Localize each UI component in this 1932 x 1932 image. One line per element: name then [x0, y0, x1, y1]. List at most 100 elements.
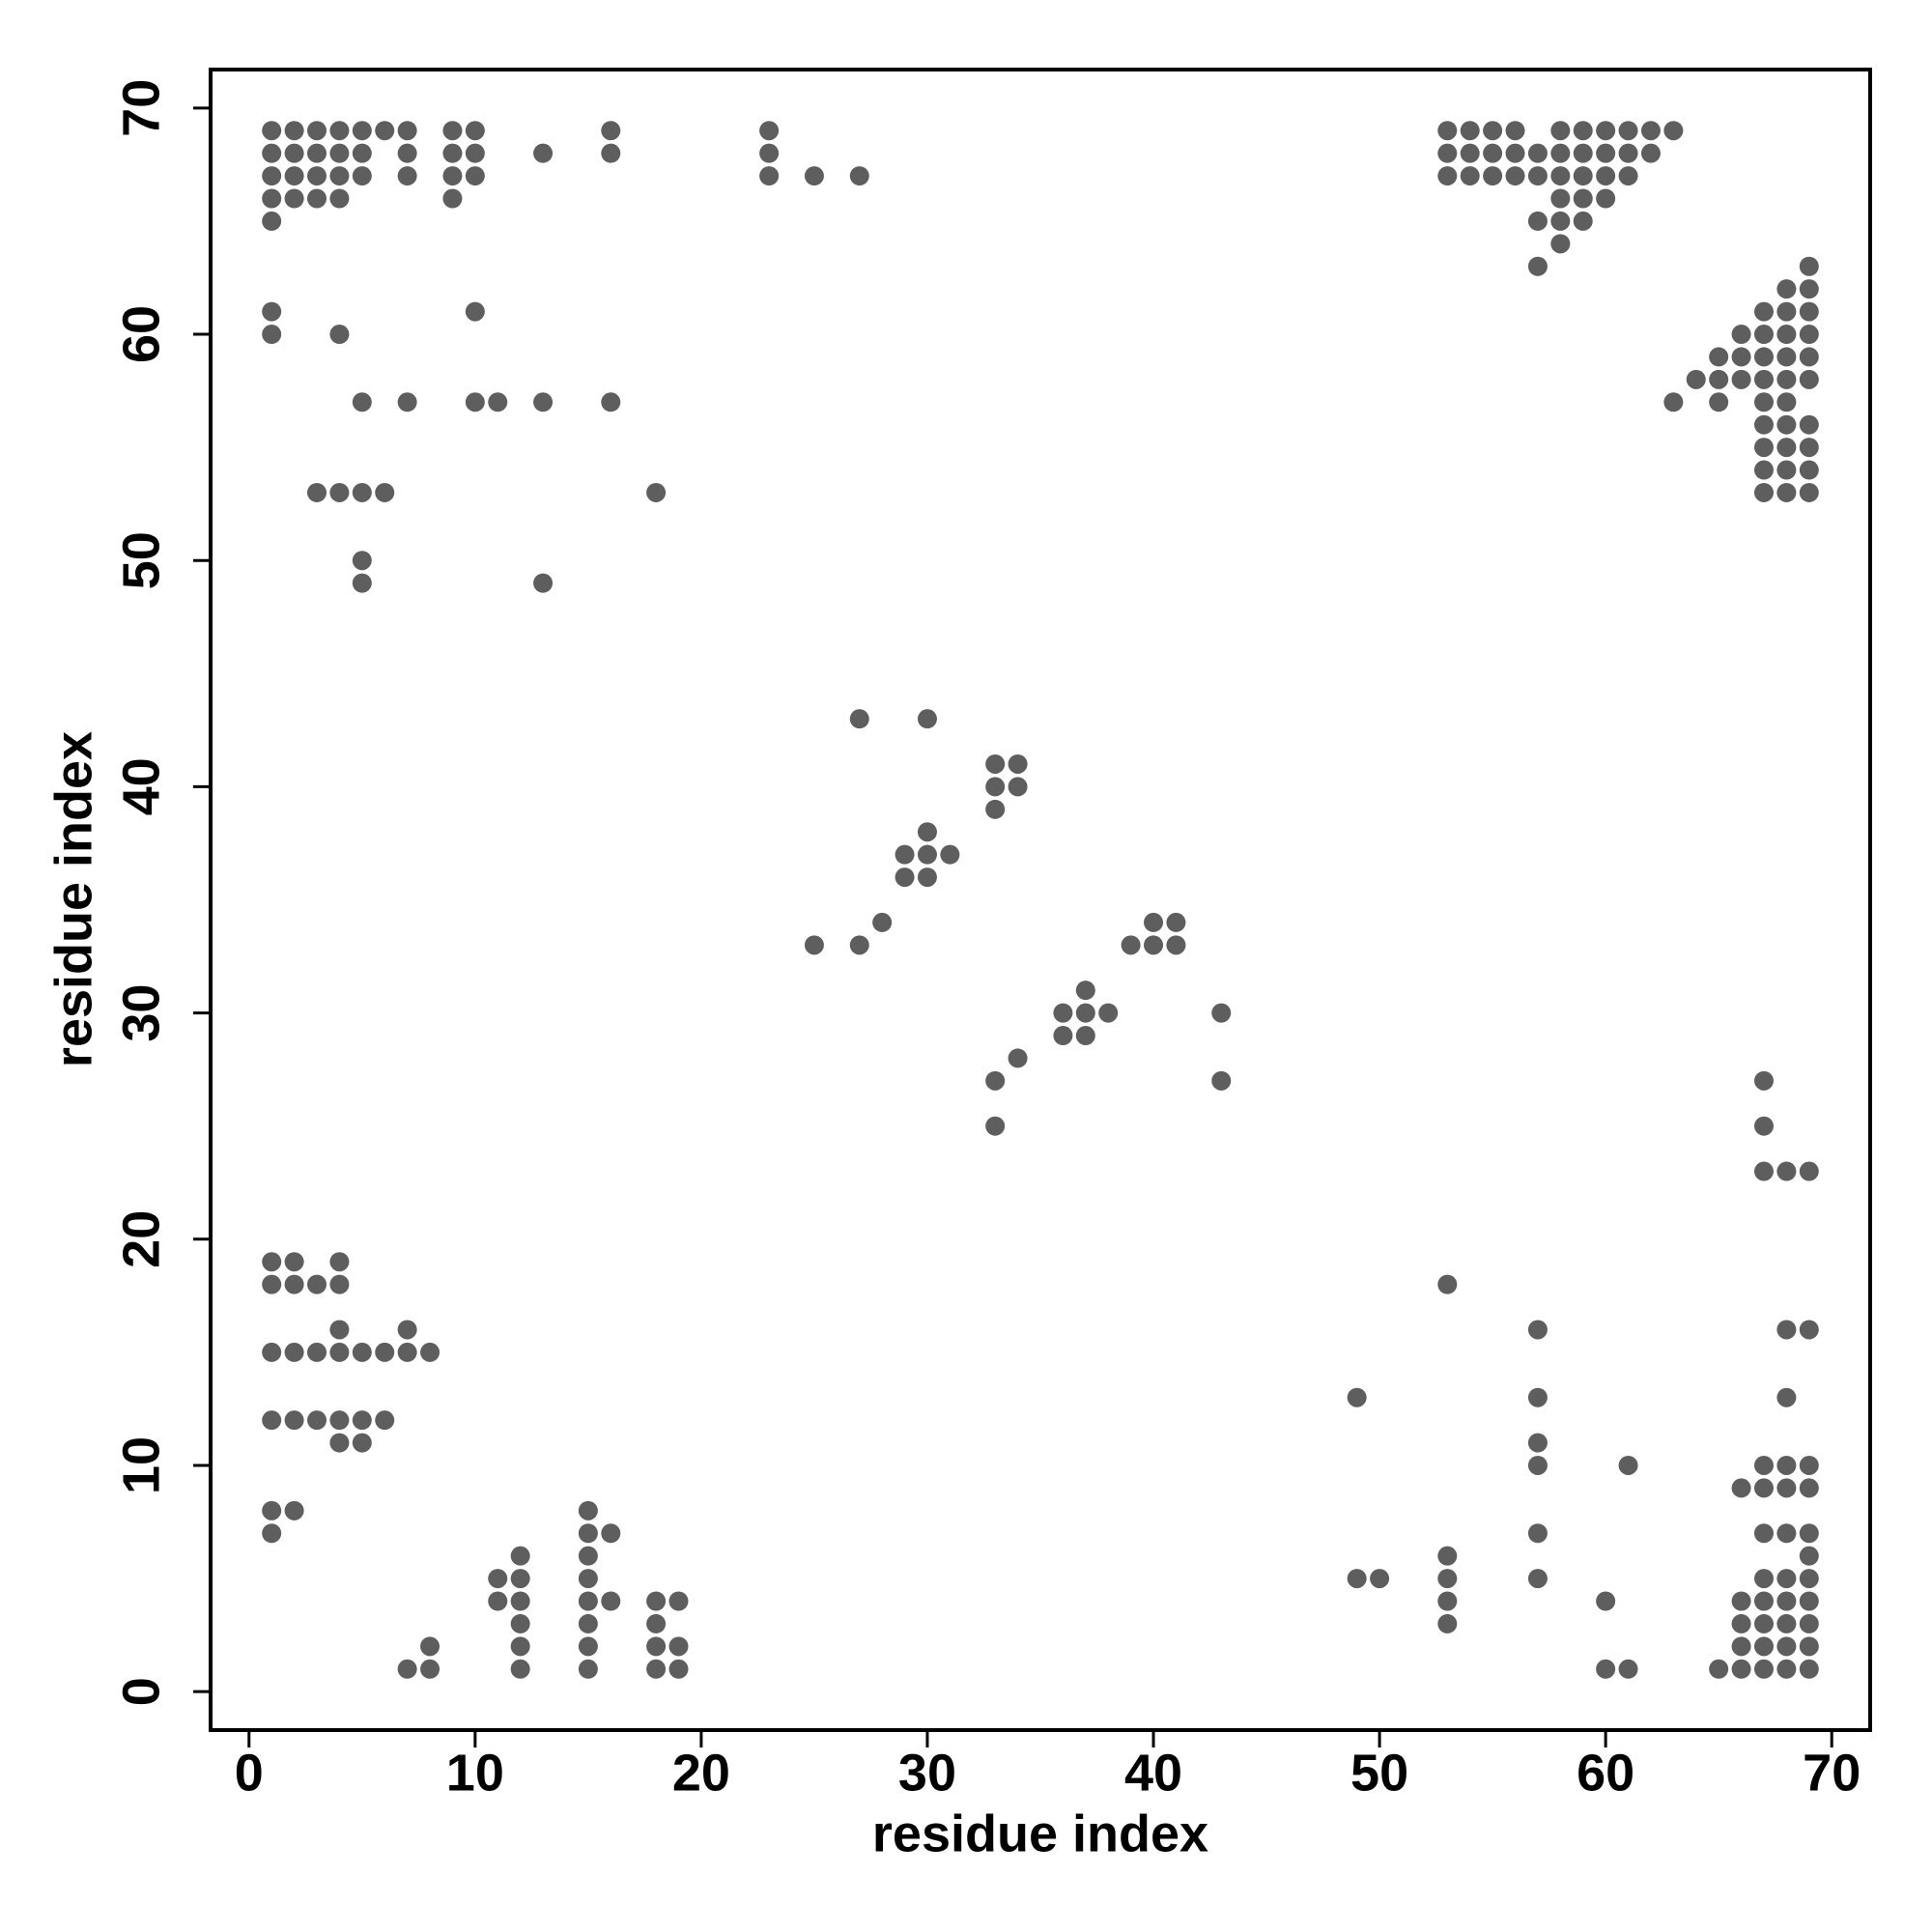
point [1753, 301, 1774, 322]
point [262, 301, 282, 322]
point [1437, 166, 1458, 186]
point [307, 1342, 327, 1362]
point [1437, 1546, 1458, 1566]
point [1776, 1591, 1797, 1611]
point [307, 1410, 327, 1431]
point [329, 166, 350, 186]
point [1709, 369, 1729, 389]
point [985, 777, 1006, 797]
point [510, 1636, 530, 1657]
point [510, 1546, 530, 1566]
point [1527, 211, 1548, 231]
point [329, 121, 350, 141]
point [262, 1410, 282, 1431]
point [1753, 414, 1774, 435]
point [352, 551, 372, 571]
point [1753, 1523, 1774, 1544]
point [1709, 392, 1729, 412]
point [849, 709, 869, 729]
point [1663, 392, 1684, 412]
point [1776, 414, 1797, 435]
point [917, 867, 937, 888]
point [1460, 166, 1480, 186]
point [1753, 347, 1774, 367]
point [1753, 1455, 1774, 1475]
point [1550, 234, 1571, 254]
point [1166, 935, 1186, 955]
point [578, 1500, 598, 1520]
point [1776, 438, 1797, 458]
point [329, 1274, 350, 1294]
point [1753, 438, 1774, 458]
point [1731, 1613, 1751, 1634]
point [352, 1342, 372, 1362]
point [1799, 414, 1819, 435]
point [601, 1523, 621, 1544]
point [1776, 1613, 1797, 1634]
point [352, 166, 372, 186]
point [352, 121, 372, 141]
point [1618, 1455, 1638, 1475]
point [1753, 369, 1774, 389]
point [1596, 121, 1616, 141]
point [804, 166, 824, 186]
point [1776, 1523, 1797, 1544]
point [442, 121, 463, 141]
point [533, 392, 554, 412]
point [1799, 1591, 1819, 1611]
point [668, 1659, 689, 1679]
point [985, 1070, 1006, 1091]
y-axis-title: residue index [44, 731, 102, 1067]
point [352, 143, 372, 163]
point [1596, 166, 1616, 186]
x-axis-title: residue index [872, 1804, 1208, 1862]
point [397, 1659, 417, 1679]
point [578, 1569, 598, 1589]
y-tick-label: 50 [112, 531, 170, 589]
point [465, 392, 485, 412]
point [1483, 166, 1503, 186]
x-tick-label: 10 [446, 1744, 504, 1802]
point [420, 1342, 440, 1362]
point [1527, 1387, 1548, 1407]
point [533, 143, 554, 163]
point [284, 188, 304, 209]
point [1731, 1636, 1751, 1657]
point [1799, 256, 1819, 276]
point [329, 1342, 350, 1362]
y-tick-label: 60 [112, 305, 170, 363]
point [1709, 1659, 1729, 1679]
point [1753, 1161, 1774, 1181]
point [601, 143, 621, 163]
point [465, 121, 485, 141]
point [1437, 1591, 1458, 1611]
point [1776, 1478, 1797, 1498]
point [1776, 460, 1797, 480]
point [1370, 1569, 1390, 1589]
y-tick-label: 0 [112, 1677, 170, 1706]
point [1596, 1591, 1616, 1611]
point [1709, 347, 1729, 367]
point [1640, 143, 1661, 163]
point [1776, 1387, 1797, 1407]
point [397, 166, 417, 186]
point [307, 188, 327, 209]
point [262, 325, 282, 345]
point [1799, 1613, 1819, 1634]
point [510, 1591, 530, 1611]
point [442, 143, 463, 163]
point [352, 1410, 372, 1431]
point [1776, 1659, 1797, 1679]
point [601, 1591, 621, 1611]
point [1753, 1478, 1774, 1498]
point [1483, 143, 1503, 163]
point [1550, 121, 1571, 141]
point [284, 1252, 304, 1272]
point [375, 1342, 395, 1362]
point [375, 1410, 395, 1431]
point [1075, 1003, 1095, 1023]
x-tick-label: 40 [1124, 1744, 1182, 1802]
point [329, 188, 350, 209]
point [1098, 1003, 1119, 1023]
